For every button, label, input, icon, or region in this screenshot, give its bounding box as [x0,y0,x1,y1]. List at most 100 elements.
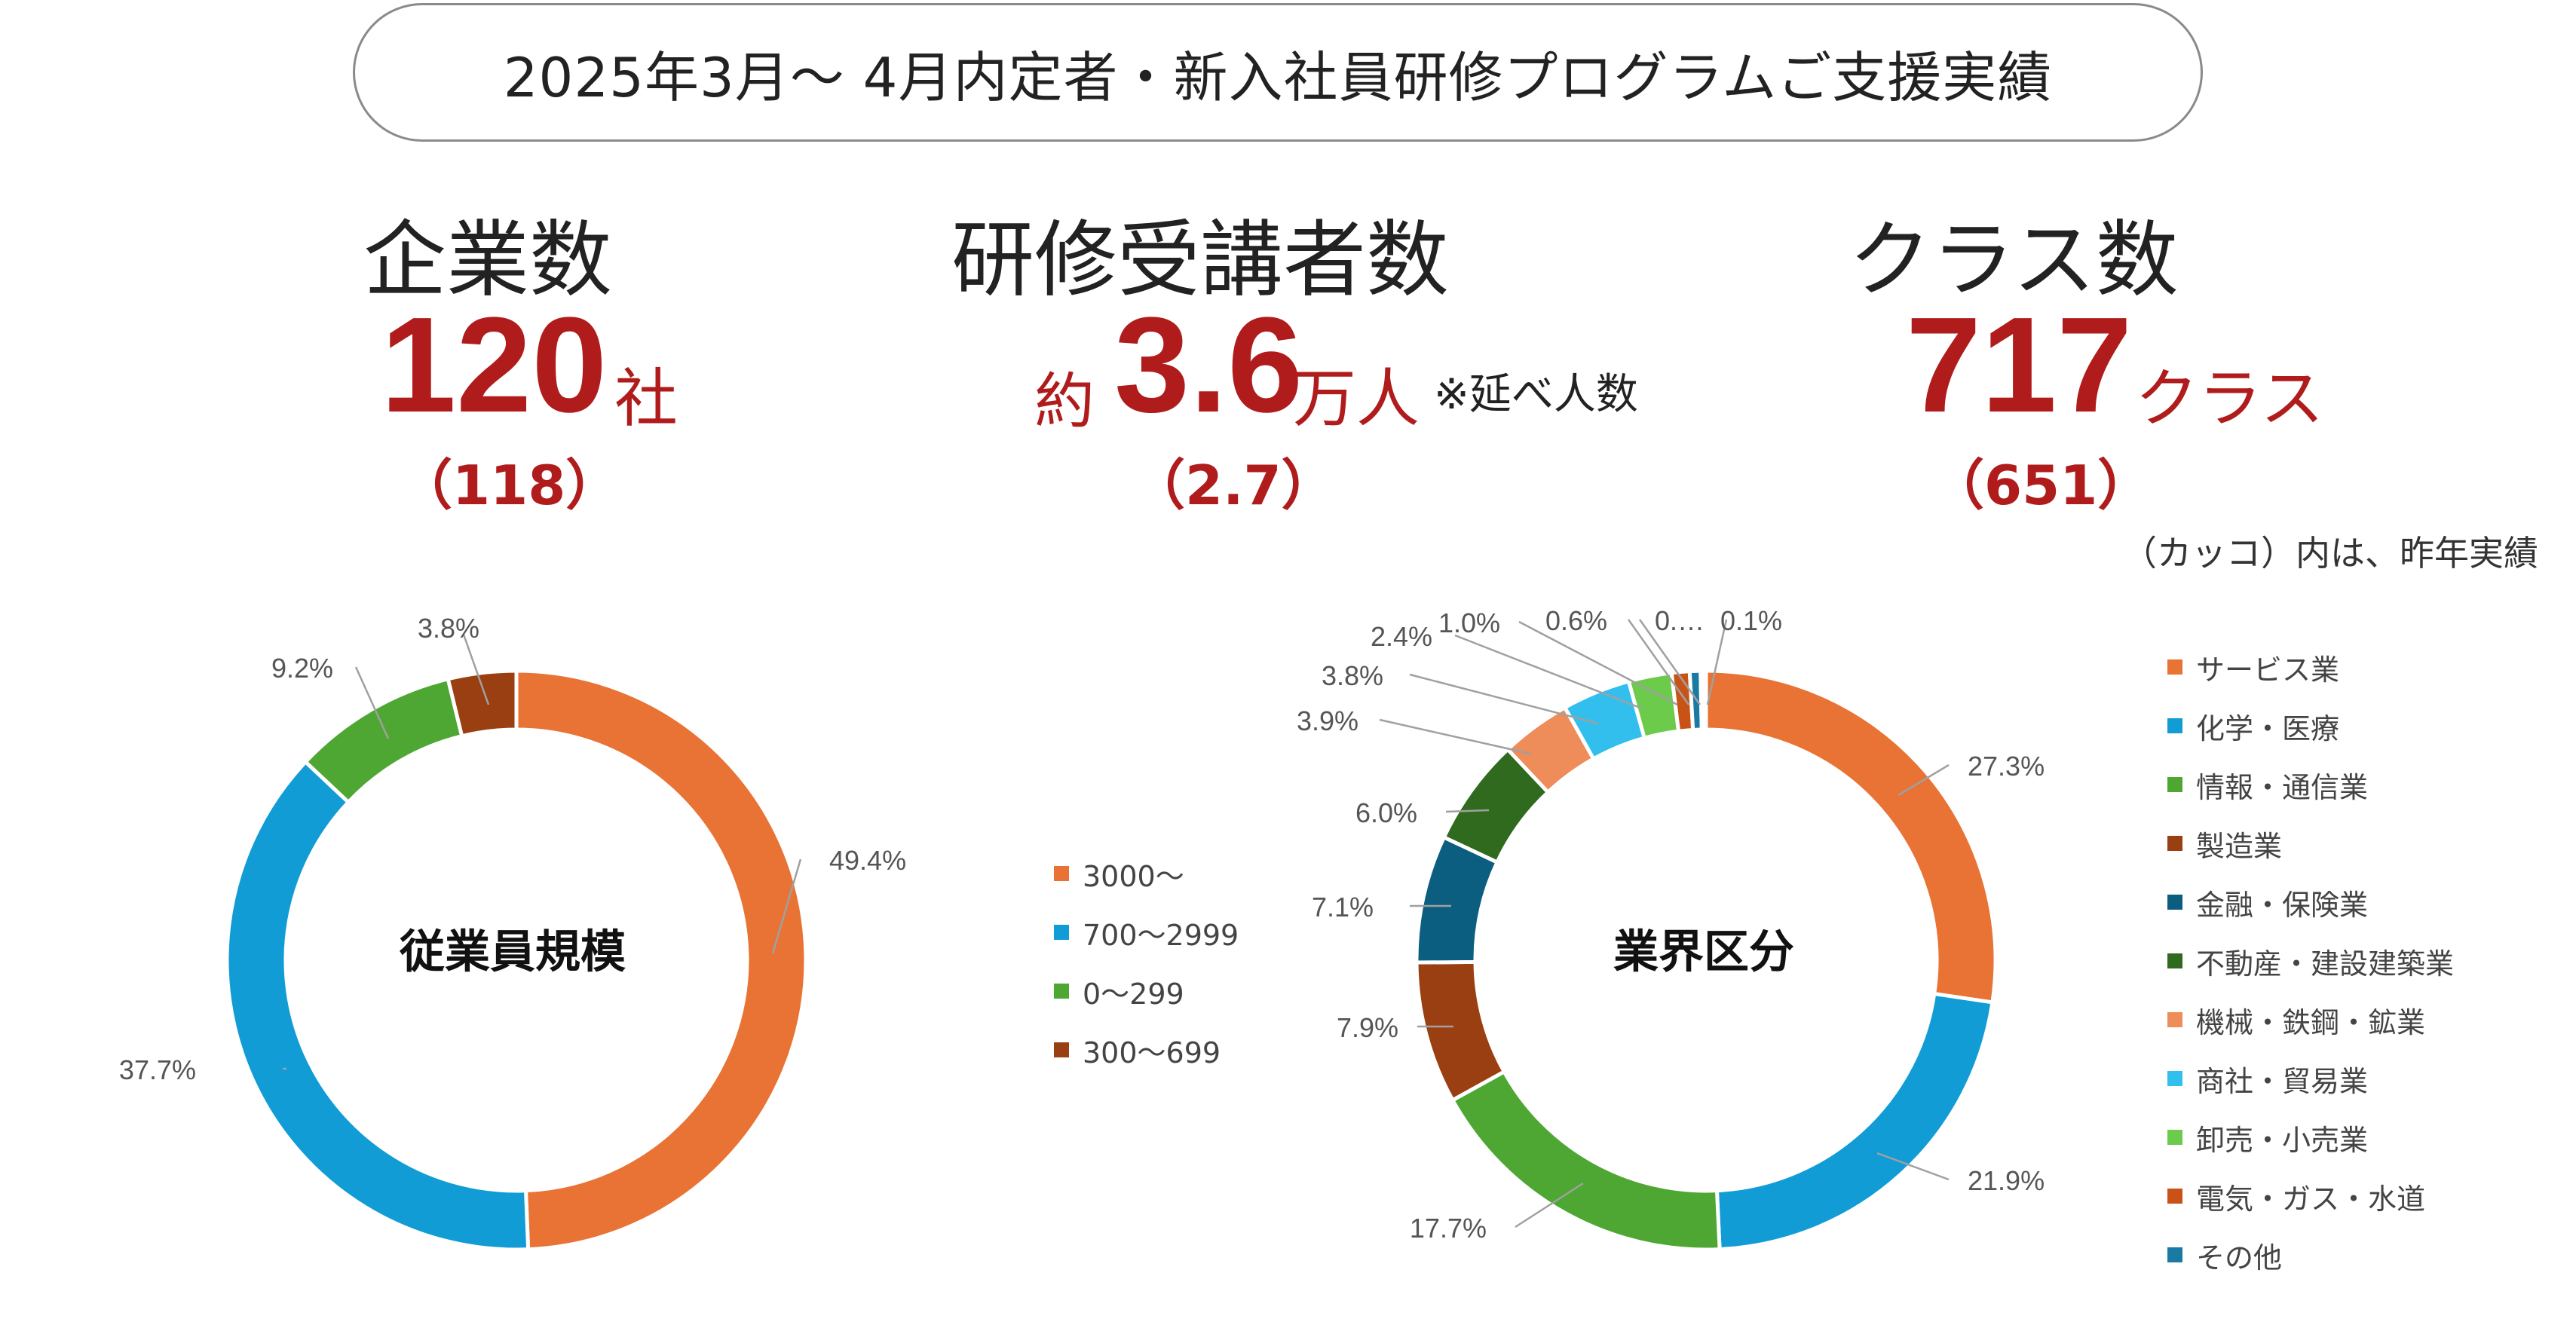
chart2-leader-line [1898,763,1950,797]
chart2-leader-line [1706,619,1728,705]
chart1-leader-line [354,666,390,739]
chart2-center-title: 業界区分 [1613,926,1794,979]
classes-previous: （651） [1930,454,2152,517]
legend-label: 卸売・小売業 [2196,1123,2369,1157]
chart2-leader-line [1638,619,1702,705]
chart1-slice [225,759,531,1252]
legend-swatch [1054,925,1069,940]
participants-note: ※延べ人数 [1434,370,1638,419]
legend-item: その他 [2167,1225,2454,1284]
chart2-leader-line [1627,619,1690,705]
legend-swatch [2167,1071,2182,1086]
companies-value: 120 [381,289,608,441]
chart1-leader-line [771,858,802,954]
legend-item: サービス業 [2167,638,2454,696]
chart1-center-title: 従業員規模 [400,926,626,979]
chart1-data-label: 49.4% [829,845,906,876]
legend-swatch [2167,836,2182,851]
chart2-data-label: 0.6% [1545,605,1607,636]
legend-label: 金融・保険業 [2196,888,2369,922]
page-title: 2025年3月～ 4月内定者・新入社員研修プログラムご支援実績 [353,3,2203,142]
legend-label: 電気・ガス・水道 [2196,1182,2426,1216]
legend-label: 0～299 [1083,977,1184,1011]
chart2-data-label: 3.9% [1297,705,1358,736]
legend-item: 金融・保険業 [2167,873,2454,932]
chart2-leader-line [1515,1182,1584,1228]
legend-item: 300～699 [1054,1020,1239,1079]
legend-swatch [2167,659,2182,675]
previous-year-footnote: （カッコ）内は、昨年実績 [2122,533,2538,574]
legend-item: 製造業 [2167,814,2454,873]
participants-unit: 万人 [1293,362,1420,436]
legend-label: 3000～ [1083,859,1184,893]
chart1-data-label: 9.2% [271,653,333,684]
legend-item: 商社・貿易業 [2167,1049,2454,1108]
legend-swatch [2167,1189,2182,1204]
legend-label: 製造業 [2196,829,2283,863]
chart1-leader-line [462,634,490,705]
legend-swatch [1054,866,1069,881]
legend-item: 機械・鉄鋼・鉱業 [2167,990,2454,1049]
companies-label: 企業数 [363,212,612,308]
legend-item: 情報・通信業 [2167,755,2454,814]
chart2-data-label: 27.3% [1968,751,2045,782]
chart2-slice [1714,991,1995,1252]
legend-swatch [2167,1012,2182,1027]
legend-item: 化学・医療 [2167,696,2454,755]
legend-swatch [2167,953,2182,968]
legend-label: 情報・通信業 [2196,770,2369,804]
legend-swatch [1054,984,1069,999]
chart2-data-label: 3.8% [1322,660,1383,691]
chart2-leader-line [1518,620,1678,706]
chart2-data-label: 0.… [1655,605,1705,636]
participants-value: 3.6 [1114,289,1303,441]
chart2-slice [1702,669,1708,732]
chart1-slice [514,669,808,1252]
chart2-leader-line [1445,809,1490,813]
legend-label: 商社・貿易業 [2196,1064,2369,1098]
chart2-data-label: 17.7% [1410,1213,1487,1244]
classes-unit: クラス [2135,362,2324,436]
legend-item: 3000～ [1054,844,1239,903]
participants-prefix: 約 [1034,366,1095,436]
chart2-leader-line [1379,718,1531,755]
chart1-data-label: 37.7% [119,1054,196,1085]
chart1-slice [446,669,519,739]
legend-label: 機械・鉄鋼・鉱業 [2196,1005,2426,1039]
chart2-slice [1450,1069,1722,1252]
legend-label: サービス業 [2196,653,2340,687]
legend-label: 化学・医療 [2196,711,2340,745]
chart2-leader-line [1454,634,1643,710]
legend-swatch [2167,1130,2182,1145]
participants-label: 研修受講者数 [951,212,1449,308]
chart2-data-label: 2.4% [1371,621,1432,652]
companies-unit: 社 [614,362,678,436]
legend-swatch [2167,895,2182,910]
legend-item: 700～2999 [1054,903,1239,962]
classes-value: 717 [1906,289,2133,441]
chart1-slice [302,676,464,805]
chart2-data-label: 7.9% [1337,1012,1398,1043]
chart2-leader-line [1876,1152,1950,1181]
participants-previous: （2.7） [1131,454,1336,517]
legend-swatch [2167,1247,2182,1262]
chart2-slice [1414,959,1507,1103]
legend-item: 0～299 [1054,962,1239,1020]
classes-label: クラス数 [1849,212,2179,308]
legend-swatch [1054,1042,1069,1057]
legend-label: 700～2999 [1083,918,1239,952]
legend-item: 不動産・建設建築業 [2167,932,2454,990]
chart2-data-label: 21.9% [1968,1165,2045,1196]
legend-label: 不動産・建設建築業 [2196,947,2455,981]
legend-item: 電気・ガス・水道 [2167,1167,2454,1225]
legend-label: 300～699 [1083,1036,1221,1069]
legend-swatch [2167,777,2182,792]
legend-label: その他 [2196,1241,2283,1274]
chart2-data-label: 0.1% [1720,605,1782,636]
chart1-data-label: 3.8% [418,613,479,644]
legend-item: 卸売・小売業 [2167,1108,2454,1167]
companies-previous: （118） [398,454,620,517]
chart2-data-label: 1.0% [1438,607,1500,638]
chart2-data-label: 7.1% [1312,892,1374,923]
